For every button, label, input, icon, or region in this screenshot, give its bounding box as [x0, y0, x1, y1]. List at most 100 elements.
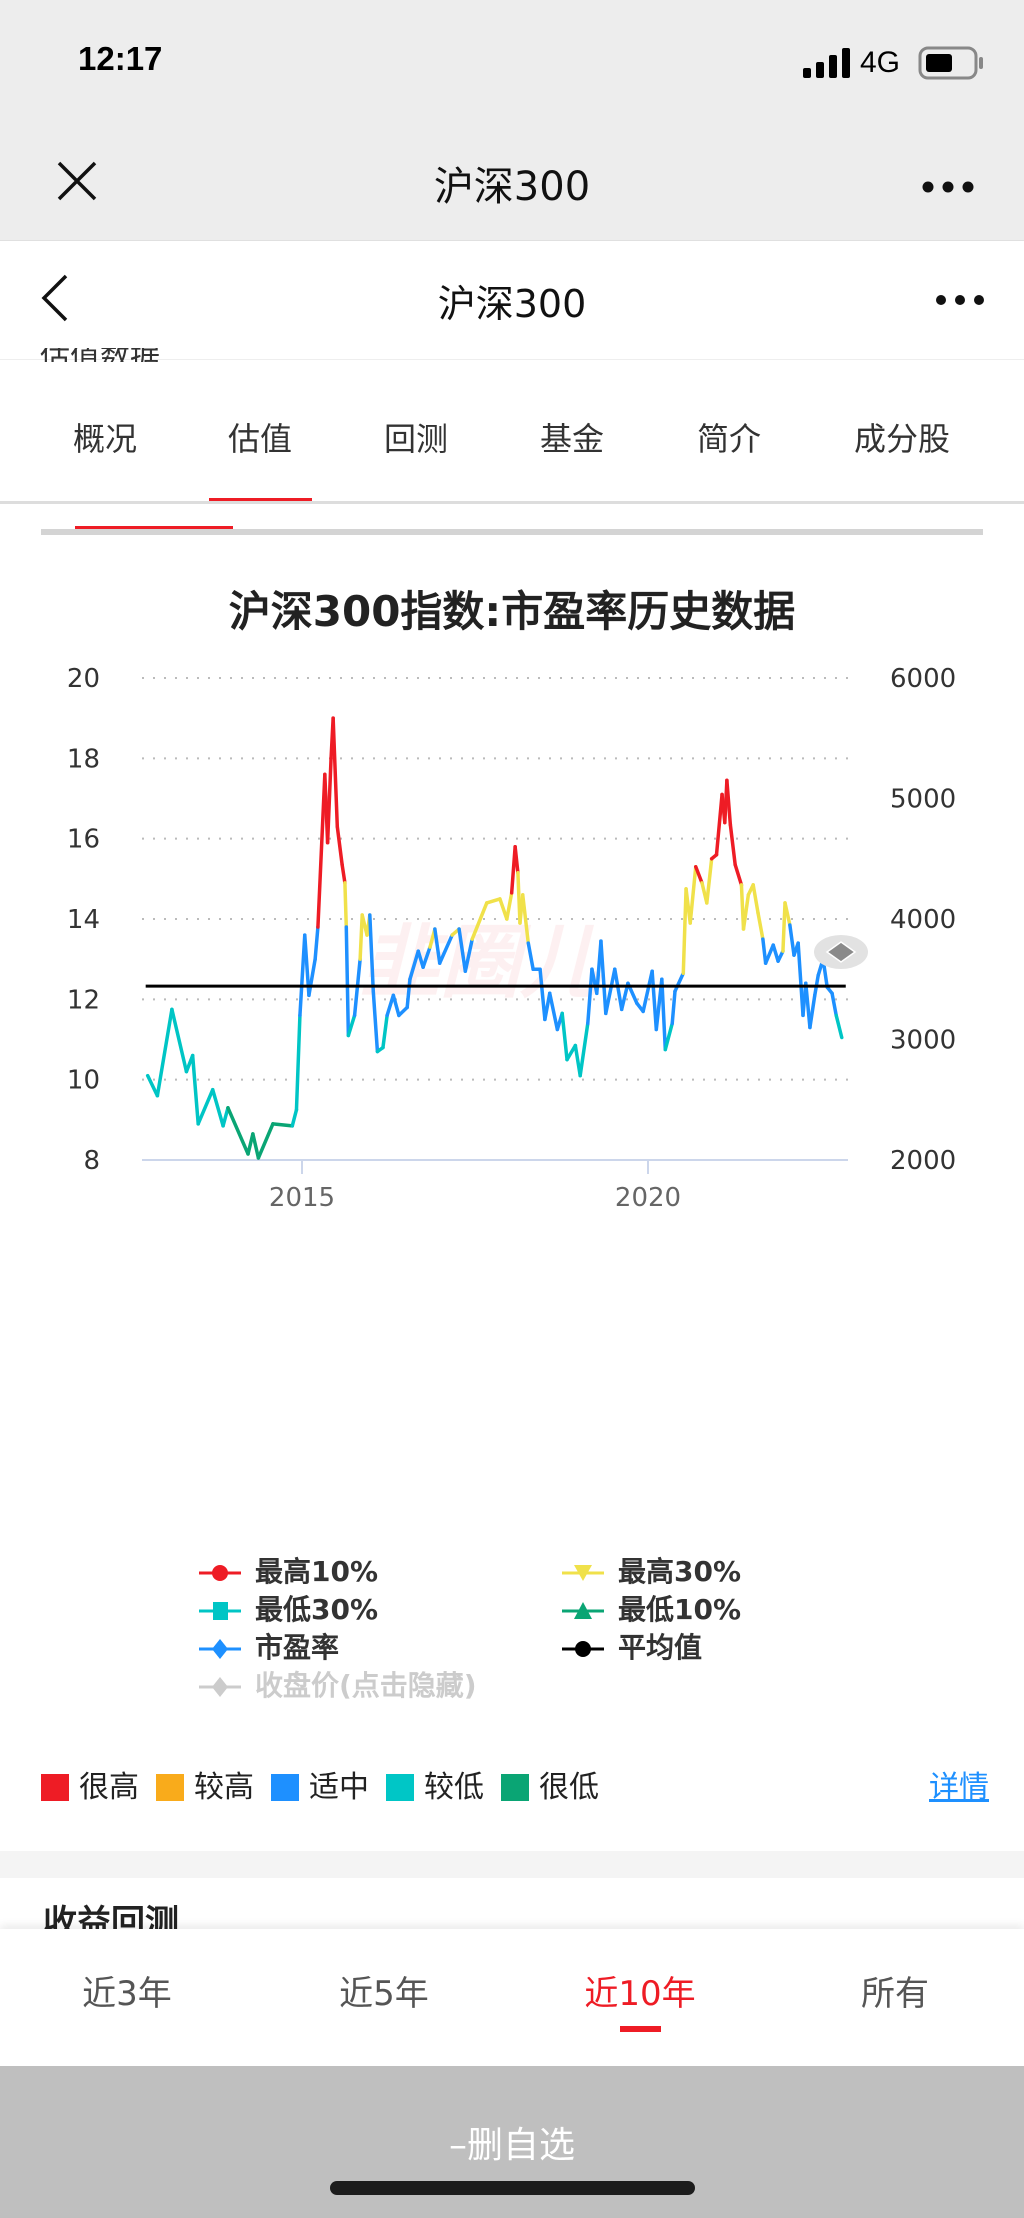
level-legend-item: 很低 — [501, 1762, 599, 1806]
pe-segment — [391, 993, 401, 1018]
legend-item[interactable]: 市盈率 — [199, 1626, 339, 1666]
battery-icon — [918, 46, 983, 80]
y-right-tick-label: 2000 — [890, 1146, 956, 1176]
legend-item[interactable]: 平均值 — [562, 1626, 702, 1666]
level-color-swatch — [501, 1774, 529, 1801]
legend-triangle-up-icon — [562, 1602, 604, 1619]
pe-segment — [560, 1011, 569, 1062]
pe-segment — [613, 967, 624, 1012]
pe-segment — [771, 943, 780, 963]
level-color-swatch — [386, 1774, 414, 1801]
range-3y[interactable]: 近3年 — [82, 1974, 172, 2014]
pe-chart[interactable]: 韭圈儿 8 10 12 14 16 18 20 2000 3000 4000 5000 6000 201… — [0, 0, 1024, 1520]
pe-segment — [526, 941, 535, 971]
legend-circle-icon — [562, 1641, 604, 1657]
range-selector — [0, 1929, 1024, 2066]
pe-segment — [251, 1132, 261, 1160]
pe-segment — [619, 981, 630, 1012]
pe-segment — [804, 981, 812, 1030]
legend-label: 收盘价(点击隐藏) — [255, 1669, 477, 1702]
y-left-tick-label: 16 — [67, 825, 100, 855]
subtab-indicator — [75, 526, 233, 529]
pe-segment — [371, 989, 380, 1054]
pe-segment — [663, 1021, 674, 1052]
tab-backtest[interactable]: 回测 — [383, 420, 449, 458]
y-right-tick-label: 5000 — [890, 785, 956, 815]
pe-segment — [751, 883, 760, 915]
range-5y[interactable]: 近5年 — [339, 1974, 429, 2014]
pe-segment — [221, 1106, 230, 1128]
page-title: 沪深300 — [437, 282, 587, 326]
pe-segment — [599, 939, 608, 1016]
level-color-swatch — [41, 1774, 69, 1801]
remove-watchlist-button[interactable]: –删自选 — [448, 2125, 575, 2166]
tab-valuation[interactable]: 估值 — [227, 420, 293, 458]
pe-segment — [385, 993, 396, 1018]
pe-segment — [325, 756, 333, 845]
pe-segment — [397, 1005, 409, 1018]
tab-constituents[interactable]: 成分股 — [853, 420, 951, 458]
pe-segment — [307, 957, 317, 998]
tab-intro[interactable]: 简介 — [696, 420, 762, 458]
pe-segment — [155, 1007, 174, 1098]
pe-segment — [346, 1013, 357, 1038]
level-label: 适中 — [309, 1770, 369, 1805]
pe-segment — [741, 893, 751, 931]
watermark-logo: 韭圈儿 — [360, 916, 603, 1009]
range-all[interactable]: 所有 — [861, 1974, 929, 2014]
range-10y[interactable]: 近10年 — [584, 1974, 696, 2014]
pe-segment — [693, 865, 704, 885]
pe-segment — [660, 977, 668, 1052]
legend-item[interactable]: 最低10% — [562, 1588, 741, 1628]
page-more-button[interactable] — [935, 291, 985, 310]
pe-segment — [788, 923, 796, 957]
legend-item[interactable]: 收盘价(点击隐藏) — [199, 1664, 477, 1704]
level-label: 较高 — [194, 1770, 254, 1805]
legend-label: 最高10% — [255, 1555, 379, 1588]
pe-segment — [290, 1108, 299, 1128]
legend-diamond-icon — [199, 1639, 241, 1659]
close-icon[interactable] — [56, 160, 98, 202]
pe-segment — [834, 1013, 844, 1040]
y-right-tick-label: 3000 — [890, 1026, 956, 1056]
pe-segment — [781, 901, 787, 953]
status-time: 12:17 — [78, 40, 163, 77]
section-separator — [0, 1851, 1024, 1878]
level-legend-item: 适中 — [271, 1762, 369, 1806]
legend-label: 最低10% — [618, 1593, 742, 1626]
pe-segment — [505, 891, 514, 921]
pe-segment — [210, 1087, 225, 1128]
more-menu-button[interactable] — [922, 178, 974, 197]
pe-segment — [586, 967, 594, 1026]
close-price-marker[interactable] — [814, 935, 868, 969]
detail-link[interactable]: 详情 — [929, 1770, 989, 1805]
pe-segment — [670, 989, 677, 1026]
y-left-tick-label: 18 — [67, 744, 100, 774]
pe-segment — [463, 937, 474, 973]
pe-segment — [688, 865, 698, 925]
legend-item[interactable]: 最低30% — [199, 1588, 378, 1628]
pe-segment — [673, 971, 686, 994]
pe-segment — [358, 913, 364, 961]
more-icon — [922, 181, 974, 193]
legend-item[interactable]: 最高30% — [562, 1550, 741, 1590]
y-right-tick-label: 6000 — [890, 664, 956, 694]
legend-label: 平均值 — [618, 1631, 703, 1664]
pe-segment — [344, 925, 351, 1038]
pe-segment — [421, 945, 432, 969]
pe-segment — [513, 844, 520, 875]
pe-segment — [381, 1013, 389, 1050]
pe-segment — [331, 716, 340, 829]
active-tab-indicator — [209, 498, 312, 501]
pe-segment — [725, 778, 733, 827]
legend-item[interactable]: 最高10% — [199, 1550, 378, 1590]
level-label: 较低 — [424, 1770, 484, 1805]
back-icon[interactable] — [40, 274, 70, 322]
tab-funds[interactable]: 基金 — [539, 420, 605, 458]
home-indicator — [330, 2181, 695, 2195]
pe-segment — [733, 863, 744, 887]
level-color-swatch — [271, 1774, 299, 1801]
tab-overview[interactable]: 概况 — [72, 420, 138, 458]
pe-segment — [520, 893, 531, 945]
y-left-tick-label: 12 — [67, 985, 100, 1015]
